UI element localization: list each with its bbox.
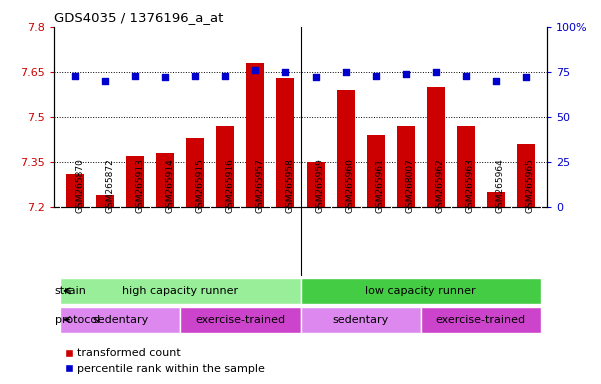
Bar	[96, 195, 114, 207]
Text: exercise-trained: exercise-trained	[436, 314, 526, 325]
Point	[130, 73, 140, 79]
Text: exercise-trained: exercise-trained	[195, 314, 285, 325]
Bar	[427, 87, 445, 207]
Bar	[300, 307, 421, 333]
Bar	[397, 126, 415, 207]
Text: sedentary: sedentary	[332, 314, 389, 325]
Text: GSM265962: GSM265962	[436, 158, 445, 213]
Bar	[66, 174, 84, 207]
Text: GSM265959: GSM265959	[316, 158, 325, 213]
Point	[371, 73, 380, 79]
Point	[341, 69, 350, 75]
Text: GSM265961: GSM265961	[376, 158, 385, 213]
Text: GSM265965: GSM265965	[526, 158, 535, 213]
Text: GSM265916: GSM265916	[225, 158, 234, 213]
Text: GSM265870: GSM265870	[75, 158, 84, 213]
Bar	[276, 78, 294, 207]
Bar	[337, 90, 355, 207]
Bar	[246, 63, 264, 207]
Point	[521, 74, 531, 81]
Point	[70, 73, 80, 79]
Text: GSM268007: GSM268007	[406, 158, 415, 213]
Point	[401, 71, 410, 77]
Bar	[300, 278, 541, 304]
Bar	[421, 307, 541, 333]
Bar	[517, 144, 535, 207]
Point	[221, 73, 230, 79]
Point	[251, 67, 260, 73]
Point	[160, 74, 170, 81]
Bar	[60, 278, 300, 304]
Text: high capacity runner: high capacity runner	[122, 286, 239, 296]
Point	[431, 69, 441, 75]
Bar	[156, 153, 174, 207]
Bar	[457, 126, 475, 207]
Text: GDS4035 / 1376196_a_at: GDS4035 / 1376196_a_at	[54, 11, 224, 24]
Text: low capacity runner: low capacity runner	[365, 286, 476, 296]
Point	[100, 78, 110, 84]
Bar	[216, 126, 234, 207]
Point	[491, 78, 501, 84]
Point	[311, 74, 320, 81]
Bar	[367, 135, 385, 207]
Bar	[180, 307, 300, 333]
Bar	[186, 138, 204, 207]
Bar	[487, 192, 505, 207]
Point	[461, 73, 471, 79]
Text: GSM265964: GSM265964	[496, 158, 505, 213]
Point	[281, 69, 290, 75]
Text: sedentary: sedentary	[92, 314, 148, 325]
Text: GSM265915: GSM265915	[195, 158, 204, 213]
Text: GSM265872: GSM265872	[105, 158, 114, 213]
Text: GSM265914: GSM265914	[165, 158, 174, 213]
Bar	[60, 307, 180, 333]
Text: GSM265913: GSM265913	[135, 158, 144, 213]
Text: GSM265957: GSM265957	[255, 158, 264, 213]
Point	[191, 73, 200, 79]
Text: GSM265960: GSM265960	[346, 158, 355, 213]
Text: strain: strain	[55, 286, 87, 296]
Text: protocol: protocol	[55, 314, 100, 325]
Text: GSM265958: GSM265958	[285, 158, 294, 213]
Text: GSM265963: GSM265963	[466, 158, 475, 213]
Bar	[307, 162, 325, 207]
Legend: transformed count, percentile rank within the sample: transformed count, percentile rank withi…	[59, 344, 270, 379]
Bar	[126, 156, 144, 207]
